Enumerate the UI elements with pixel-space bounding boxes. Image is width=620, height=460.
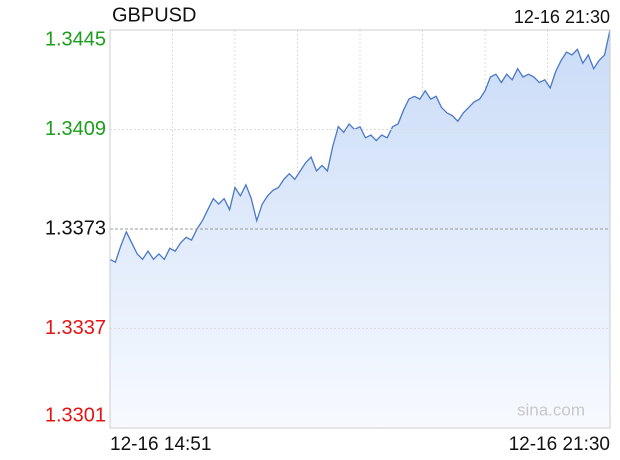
y-tick-label: 1.3337 <box>45 317 106 339</box>
y-tick-label: 1.3445 <box>45 28 106 50</box>
watermark: sina.com <box>517 400 585 419</box>
header-time: 12-16 21:30 <box>514 7 610 27</box>
x-start-label: 12-16 14:51 <box>110 434 211 455</box>
chart-title: GBPUSD <box>112 4 196 26</box>
y-tick-label: 1.3409 <box>45 118 106 140</box>
price-line <box>109 29 611 264</box>
x-end-label: 12-16 21:30 <box>509 434 610 455</box>
y-tick-label: 1.3301 <box>45 404 106 426</box>
plot-frame <box>109 29 611 429</box>
y-tick-label: 1.3373 <box>45 217 106 239</box>
